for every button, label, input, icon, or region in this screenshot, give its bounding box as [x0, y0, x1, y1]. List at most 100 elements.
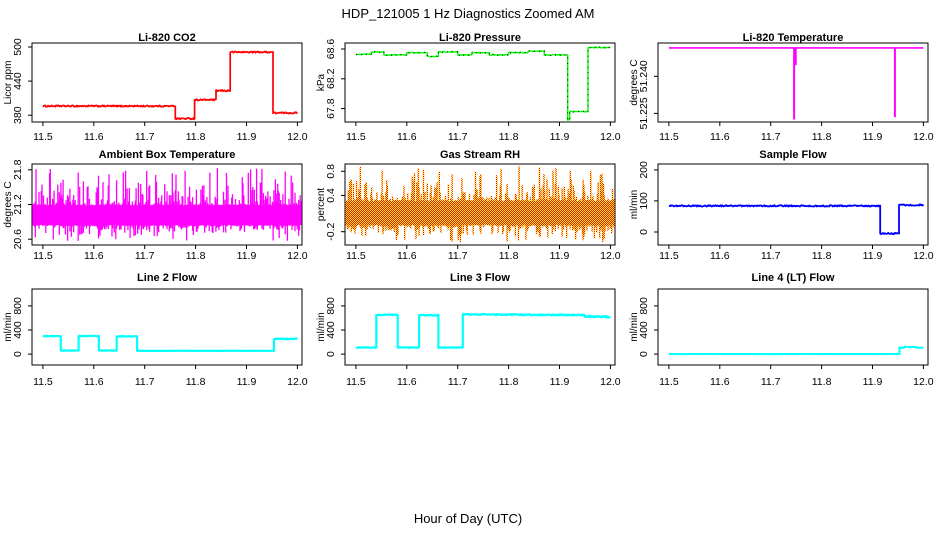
y-axis-title: kPa: [316, 73, 327, 91]
main-title: HDP_121005 1 Hz Diagnostics Zoomed AM: [341, 6, 595, 21]
plot-box: [31, 42, 303, 123]
plot-box: [657, 163, 929, 246]
x-tick-label: 11.6: [84, 250, 104, 262]
x-tick-label: 11.8: [499, 131, 519, 143]
chart-sample-flow: Sample Flow 11.5 11.6 11.7 11.8 11.9 12.0 0 100 2…: [629, 149, 934, 262]
x-tick-label: 11.6: [397, 131, 417, 143]
panel-title: Line 2 Flow: [137, 272, 197, 284]
y-tick-label: 400: [325, 321, 337, 339]
y-tick-label: -0.2: [325, 222, 337, 240]
y-axis-title: ml/min: [629, 312, 640, 341]
x-tick-label: 11.7: [135, 250, 155, 262]
y-axis-title: percent: [316, 188, 327, 222]
x-tick-label: 12.0: [287, 131, 308, 143]
plot-box: [344, 288, 616, 366]
x-tick-label: 11.6: [84, 376, 104, 388]
x-tick-label: 11.7: [761, 131, 781, 143]
x-tick-label: 11.8: [499, 250, 519, 262]
x-tick-label: 11.6: [710, 250, 730, 262]
y-tick-label: 500: [12, 38, 24, 56]
plot-box: [657, 288, 929, 366]
y-tick-label: 0: [12, 351, 24, 357]
y-tick-label: 21.2: [12, 194, 24, 215]
y-axis-title: degrees C: [629, 59, 640, 105]
x-tick-label: 11.7: [135, 376, 155, 388]
x-tick-label: 11.8: [186, 131, 206, 143]
panel-li820-pressure: Li-820 Pressure 11.5 11.6 11.7 11.8 11.9 12.0 6…: [315, 30, 627, 153]
x-tick-label: 11.5: [659, 250, 679, 262]
series-line: [355, 46, 611, 121]
x-tick-label: 11.5: [33, 250, 53, 262]
chart-li820-co2: Li-820 CO2 11.5 11.6 11.7 11.8 11.9 12.0 380 440…: [3, 32, 308, 143]
x-tick-label: 11.5: [33, 131, 53, 143]
x-tick-label: 11.5: [346, 131, 366, 143]
chart-line3-flow: Line 3 Flow 11.5 11.6 11.7 11.8 11.9 12.0 0 400 8…: [316, 272, 621, 388]
series-line: [355, 312, 611, 349]
y-tick-label: 200: [638, 161, 650, 179]
y-tick-label: 68.2: [325, 68, 337, 89]
panel-title: Sample Flow: [759, 149, 827, 161]
series-overlay-dots: [355, 46, 611, 122]
y-tick-label: 67.8: [325, 98, 337, 119]
x-tick-label: 11.5: [659, 131, 679, 143]
x-tick-label: 11.7: [448, 131, 468, 143]
y-tick-label: 440: [12, 72, 24, 90]
panel-line3-flow: Line 3 Flow 11.5 11.6 11.7 11.8 11.9 12.0 0 400 8…: [315, 265, 627, 410]
x-tick-label: 12.0: [600, 376, 621, 388]
x-tick-label: 11.5: [659, 376, 679, 388]
panel-gas-stream-rh: Gas Stream RH 11.5 11.6 11.7 11.8 11.9 12.0 -0.…: [315, 148, 627, 270]
x-tick-label: 11.5: [33, 376, 53, 388]
y-tick-label: 0.4: [325, 188, 337, 203]
chart-gas-stream-rh: Gas Stream RH 11.5 11.6 11.7 11.8 11.9 12.0 -0.…: [316, 149, 621, 262]
series-line: [42, 334, 298, 352]
chart-line4-lt-flow: Line 4 (LT) Flow 11.5 11.6 11.7 11.8 11.9 12.0…: [629, 272, 934, 388]
y-tick-label: 380: [12, 106, 24, 124]
x-tick-label: 11.8: [812, 131, 832, 143]
x-tick-label: 11.6: [397, 376, 417, 388]
y-tick-label: 0: [638, 351, 650, 357]
panel-line2-flow: Line 2 Flow 11.5 11.6 11.7 11.8 11.9 12.0 0 400 8…: [2, 265, 314, 410]
x-tick-label: 11.7: [135, 131, 155, 143]
series-line: [668, 345, 924, 356]
series-band: [32, 168, 302, 241]
plot-box: [344, 163, 616, 246]
panel-line4-lt-flow: Line 4 (LT) Flow 11.5 11.6 11.7 11.8 11.9 12.0…: [628, 265, 936, 410]
plot-box: [657, 42, 929, 123]
series-line: [668, 203, 925, 235]
x-tick-label: 11.8: [186, 250, 206, 262]
x-tick-label: 12.0: [600, 250, 621, 262]
x-tick-label: 11.9: [237, 376, 257, 388]
panel-title: Li-820 CO2: [138, 32, 195, 44]
x-axis-label: Hour of Day (UTC): [413, 511, 523, 526]
x-tick-label: 11.7: [448, 376, 468, 388]
y-tick-label: 51.225: [638, 97, 650, 129]
y-axis-title: ml/min: [316, 312, 327, 341]
chart-li820-temperature: Li-820 Temperature 11.5 11.6 11.7 11.8 11.9 12…: [629, 32, 934, 143]
x-tick-label: 11.9: [550, 250, 570, 262]
x-tick-label: 11.8: [186, 376, 206, 388]
chart-li820-pressure: Li-820 Pressure 11.5 11.6 11.7 11.8 11.9 12.0 6…: [316, 32, 621, 143]
chart-ambient-box-temperature: Ambient Box Temperature 11.5 11.6 11.7 11.8 1…: [3, 149, 308, 262]
panel-title: Li-820 Temperature: [743, 32, 844, 44]
plot-box: [344, 42, 616, 123]
x-tick-label: 11.8: [499, 376, 519, 388]
x-tick-label: 11.7: [761, 376, 781, 388]
panel-ambient-box-temperature: Ambient Box Temperature 11.5 11.6 11.7 11.8 1…: [2, 148, 314, 270]
y-tick-label: 21.8: [12, 159, 24, 180]
y-axis-title: ml/min: [3, 312, 14, 341]
x-tick-label: 11.6: [710, 376, 730, 388]
x-tick-label: 12.0: [913, 250, 934, 262]
series-line: [42, 50, 299, 121]
x-tick-label: 12.0: [287, 250, 308, 262]
panel-li820-temperature: Li-820 Temperature 11.5 11.6 11.7 11.8 11.9 12…: [628, 30, 936, 153]
y-tick-label: 0.8: [325, 164, 337, 179]
x-tick-label: 11.7: [761, 250, 781, 262]
y-tick-label: 800: [325, 297, 337, 315]
x-tick-label: 12.0: [913, 131, 934, 143]
x-tick-label: 12.0: [600, 131, 621, 143]
series-band: [345, 166, 615, 242]
x-tick-label: 12.0: [913, 376, 934, 388]
y-tick-label: 0: [325, 351, 337, 357]
y-axis-title: degrees C: [3, 181, 14, 227]
